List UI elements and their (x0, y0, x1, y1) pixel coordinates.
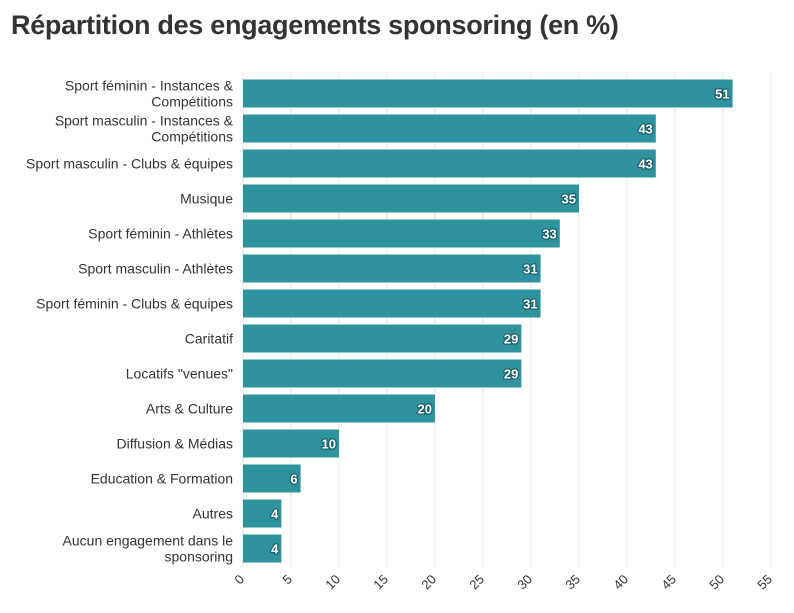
x-tick-label: 10 (322, 572, 343, 593)
data-label: 35 (562, 192, 576, 207)
category-label: Education & Formation (91, 471, 233, 487)
category-label: Diffusion & Médias (117, 436, 233, 452)
category-labels: Sport féminin - Instances & CompétitionsS… (26, 78, 234, 565)
category-label: Sport féminin - Instances & Compétitions (65, 78, 234, 110)
data-label: 6 (290, 472, 297, 487)
category-label: Sport masculin - Clubs & équipes (26, 156, 233, 172)
bar (243, 149, 656, 178)
bars: 51 43 43 35 33 31 31 29 29 20 10 6 4 4 (243, 79, 733, 563)
category-label: Sport féminin - Athlètes (88, 226, 233, 242)
bar (243, 534, 282, 563)
x-tick-label: 45 (658, 572, 679, 593)
data-label: 51 (715, 87, 729, 102)
bar (243, 429, 339, 458)
x-axis-ticks: 0 5 10 15 20 25 30 35 40 45 50 55 (231, 572, 775, 593)
bar (243, 254, 541, 283)
x-tick-label: 5 (279, 572, 295, 588)
data-label: 31 (523, 262, 537, 277)
category-label: Locatifs "venues" (126, 366, 233, 382)
x-tick-label: 35 (562, 572, 583, 593)
data-label: 29 (504, 332, 518, 347)
chart-title: Répartition des engagements sponsoring (… (11, 10, 619, 40)
bar (243, 79, 733, 108)
x-tick-label: 55 (754, 572, 775, 593)
data-label: 31 (523, 297, 537, 312)
data-label: 43 (638, 157, 652, 172)
data-label: 4 (271, 507, 279, 522)
category-label: Autres (193, 506, 233, 522)
bar (243, 394, 435, 423)
x-tick-label: 40 (610, 572, 631, 593)
x-tick-label: 0 (231, 572, 247, 588)
gridlines (242, 73, 772, 567)
category-label: Arts & Culture (146, 401, 233, 417)
bar (243, 359, 522, 388)
x-tick-label: 25 (466, 572, 487, 593)
data-label: 43 (638, 122, 652, 137)
x-tick-label: 20 (418, 572, 439, 593)
category-label: Sport masculin - Instances & Compétitions (55, 113, 234, 145)
category-label: Caritatif (185, 331, 233, 347)
bar (243, 464, 301, 493)
bar (243, 499, 282, 528)
bar (243, 324, 522, 353)
bar (243, 289, 541, 318)
bar (243, 184, 579, 213)
data-label: 29 (504, 367, 518, 382)
data-label: 10 (322, 437, 336, 452)
bar (243, 114, 656, 143)
category-label: Sport masculin - Athlètes (78, 261, 233, 277)
category-label: Sport féminin - Clubs & équipes (36, 296, 233, 312)
bar (243, 219, 560, 248)
category-label: Aucun engagement dans le sponsoring (63, 533, 234, 565)
data-label: 4 (271, 542, 279, 557)
category-label: Musique (180, 191, 233, 207)
x-tick-label: 15 (370, 572, 391, 593)
x-tick-label: 30 (514, 572, 535, 593)
data-label: 20 (418, 402, 432, 417)
data-label: 33 (542, 227, 556, 242)
x-tick-label: 50 (706, 572, 727, 593)
